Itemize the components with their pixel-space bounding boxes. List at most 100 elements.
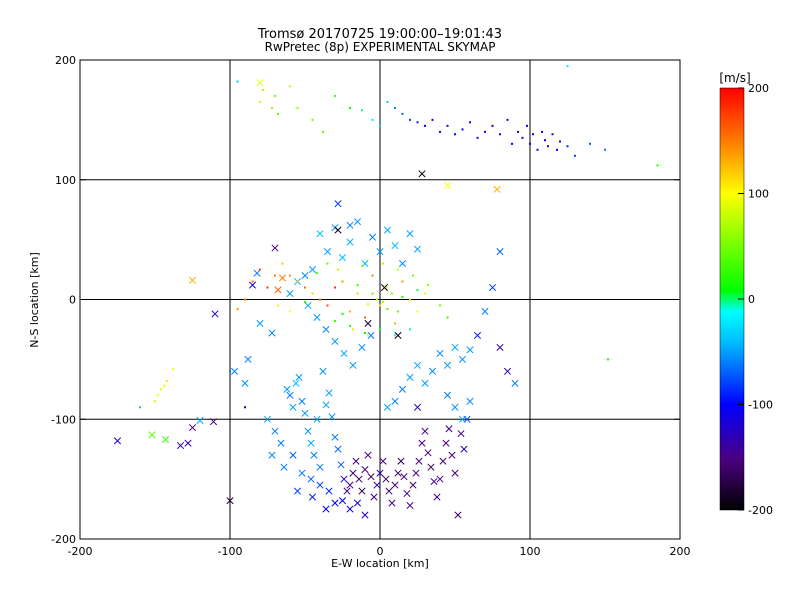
dot-marker [607,358,609,361]
x-marker [458,355,467,363]
x-marker [358,487,366,495]
y-tick-label: -100 [51,413,76,426]
x-marker [313,313,321,322]
dot-marker [454,133,456,136]
dot-marker [439,304,441,307]
chart-title: Tromsø 20170725 19:00:00–19:01:43 [257,27,502,42]
dot-marker [361,264,363,267]
grid-lines [80,60,680,539]
x-marker [373,481,381,489]
x-marker [409,481,417,489]
x-marker [325,389,333,397]
x-marker [451,469,459,477]
dot-marker [139,406,141,409]
x-marker [394,469,402,477]
x-marker [295,373,303,381]
dot-marker [367,303,369,306]
dot-marker [229,370,231,373]
chart-subtitle: RwPretec (8p) EXPERIMENTAL SKYMAP [265,40,496,54]
dot-marker [394,334,396,337]
x-marker [268,451,276,459]
dot-marker [517,130,519,133]
dot-marker [341,312,344,315]
x-marker [322,325,330,333]
x-marker [436,475,444,483]
x-marker [263,415,272,423]
dot-marker [334,286,336,289]
dot-marker [416,288,419,291]
x-marker [458,415,467,423]
dot-marker [166,379,168,382]
dot-marker [499,133,501,136]
dot-marker [371,118,374,121]
dot-marker [319,298,321,301]
x-marker [316,481,324,489]
x-marker [400,473,408,481]
x-marker [188,424,197,432]
dot-marker [349,106,351,109]
dot-marker [526,124,528,127]
x-marker [292,379,300,387]
dot-marker [589,142,591,145]
dot-marker [296,106,299,109]
x-marker [148,431,156,439]
dot-marker [259,100,261,103]
dot-marker [424,124,426,127]
x-marker [184,439,192,447]
dot-marker [491,124,494,127]
x-marker [383,226,392,234]
dot-marker [259,268,261,271]
x-marker [383,403,392,411]
x-marker [346,238,354,246]
x-marker [289,451,297,459]
x-marker [443,182,452,190]
dot-marker [397,268,399,271]
dot-marker [304,300,306,303]
dot-marker [244,298,246,301]
x-marker [304,301,312,310]
x-marker [376,248,384,256]
x-marker [230,367,239,375]
dot-marker [157,394,159,397]
x-marker [301,409,309,417]
x-marker [286,391,294,399]
x-marker [211,310,219,318]
dot-marker [163,384,165,387]
x-marker [277,439,285,447]
dot-marker [379,304,381,307]
dot-marker [401,296,404,299]
x-marker [368,233,377,241]
x-marker [413,403,422,411]
x-marker [428,367,437,375]
x-marker [301,271,309,280]
x-marker [343,487,351,495]
dot-marker [401,112,404,115]
dot-marker [541,130,543,133]
dot-marker [391,292,393,295]
dot-marker [367,334,369,337]
dot-marker [529,142,531,145]
dot-marker [334,320,336,323]
x-marker [313,415,321,423]
colorbar-tick-label: 0 [748,293,755,306]
x-marker [454,511,462,519]
x-marker [346,505,354,513]
dot-marker [154,400,156,403]
x-marker [418,170,426,178]
x-marker [398,385,407,393]
x-marker [323,248,332,256]
dot-marker [281,262,284,265]
dot-marker [386,100,389,103]
x-marker [406,373,414,381]
dot-marker [296,280,299,283]
x-marker [503,367,512,375]
x-marker [388,499,396,507]
x-marker [473,331,482,339]
x-marker [442,439,450,447]
dot-marker [379,124,381,127]
dot-marker [506,118,509,121]
x-marker [361,465,369,474]
dot-marker [289,310,291,313]
x-marker [293,487,302,495]
